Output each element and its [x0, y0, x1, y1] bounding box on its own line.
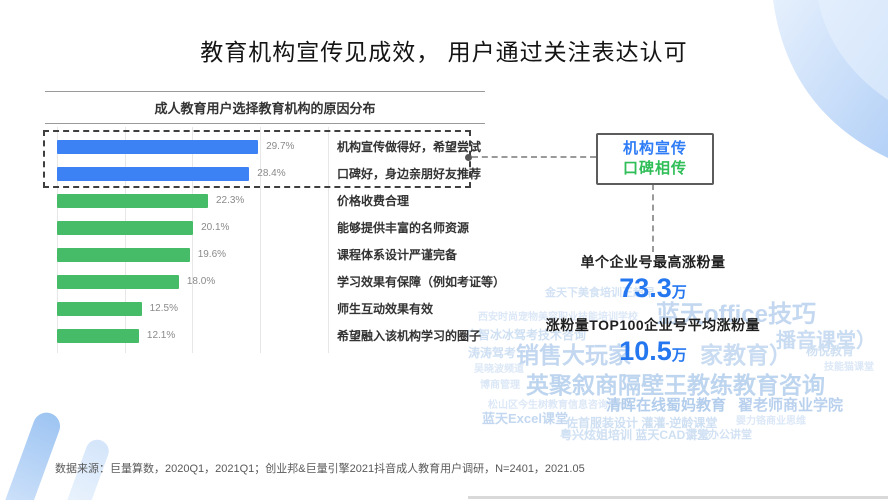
watermark-text: 翟老师商业学院: [738, 397, 844, 414]
bar: [57, 193, 208, 208]
gridline: [192, 127, 194, 353]
watermark-text: 蓝天Excel课堂: [482, 411, 568, 426]
chart-row: 18.0% 学习效果有保障（例如考证等）: [57, 268, 505, 295]
data-source-note: 数据来源：巨量算数，2020Q1，2021Q1；创业邦&巨量引擎2021抖音成人…: [55, 463, 585, 475]
connector-dot: [465, 154, 472, 161]
bottom-edge-line: [468, 496, 888, 499]
stat-number: 73.3: [619, 273, 672, 303]
bar-value-label: 19.6%: [197, 249, 227, 260]
watermark-text: 英聚叙商隔壁王教练教育咨询: [526, 372, 825, 398]
bar: [57, 166, 250, 181]
callout-line1: 机构宣传: [622, 139, 687, 157]
bar-category-label: 口碑好，身边亲朋好友推荐: [337, 167, 482, 181]
chart-row: 20.1% 能够提供丰富的名师资源: [57, 214, 477, 241]
watermark-text: 博商管理: [480, 380, 520, 391]
bar-category-label: 价格收费合理: [337, 194, 410, 208]
gridline: [57, 127, 58, 353]
bar-value-label: 12.5%: [149, 303, 178, 314]
bar: [57, 220, 194, 235]
highlight-box: [43, 130, 471, 188]
stat-unit: 万: [671, 347, 687, 365]
bar: [57, 274, 179, 289]
stat-value-avg: 10.5万: [473, 335, 833, 367]
watermark-text: 佐首服装设计 灌灌-逆龄课堂: [566, 416, 718, 430]
gridline: [260, 127, 262, 353]
bar-value-label: 28.4%: [257, 168, 286, 179]
callout-line2: 口碑相传: [622, 160, 687, 177]
bar-category-label: 机构宣传做得好，希望尝试: [337, 140, 482, 154]
gridline: [327, 127, 329, 353]
bar-category-label: 能够提供丰富的名师资源: [337, 221, 470, 235]
bar-category-label: 希望融入该机构学习的圈子: [337, 329, 482, 343]
stat-value-max: 73.3万: [473, 272, 833, 304]
corner-decoration-capsule-large: [0, 408, 64, 500]
watermark-text: 松山区今生树教育信息咨询中心: [488, 400, 628, 411]
bar-value-label: 12.1%: [146, 330, 176, 341]
stat-number: 10.5: [619, 336, 672, 367]
bar: [57, 301, 142, 316]
bar-value-label: 22.3%: [215, 195, 245, 206]
bar: [57, 328, 139, 343]
corner-decoration-top-right: [773, 0, 888, 158]
stat-label-avg: 涨粉量TOP100企业号平均涨粉量: [545, 317, 761, 334]
bar-value-label: 29.7%: [266, 141, 295, 152]
bar-value-label: 18.0%: [186, 276, 216, 287]
chart-row: 22.3% 价格收费合理: [57, 187, 477, 214]
bar-category-label: 师生互动效果有效: [337, 302, 434, 316]
bar: [57, 247, 190, 262]
chart-row: 29.7% 机构宣传做得好，希望尝试: [57, 133, 481, 160]
stats-block: 单个企业号最高涨粉量 73.3万 涨粉量TOP100企业号平均涨粉量 10.5万: [473, 252, 833, 368]
watermark-text: 清晖在线蜀妈教育: [606, 397, 727, 414]
gridline: [124, 127, 126, 353]
bar-value-label: 20.1%: [201, 222, 230, 233]
connector-line-vertical: [652, 184, 654, 252]
chart-title: 成人教育用户选择教育机构的原因分布: [45, 91, 485, 124]
watermark-text: 粤兴炫姐培训 蓝天CAD讲堂: [560, 428, 710, 442]
chart-body: 29.7% 机构宣传做得好，希望尝试 28.4% 口碑好，身边亲朋好友推荐 22.3% 价…: [57, 127, 505, 353]
bar-category-label: 学习效果有保障（例如考证等）: [337, 275, 506, 289]
bar-category-label: 课程体系设计严谨完备: [337, 248, 458, 262]
callout-box: 机构宣传 口碑相传: [596, 133, 714, 185]
chart-row: 19.6% 课程体系设计严谨完备: [57, 241, 477, 268]
chart-row: 12.1% 希望融入该机构学习的圈子: [57, 322, 481, 349]
stat-unit: 万: [671, 284, 687, 301]
page-title: 教育机构宣传见成效， 用户通过关注表达认可: [200, 39, 688, 65]
chart-row: 28.4% 口碑好，身边亲朋好友推荐: [57, 160, 481, 187]
bar: [57, 139, 259, 154]
chart-row: 12.5% 师生互动效果有效: [57, 295, 477, 322]
watermark-text: 蓝天办公讲堂: [686, 429, 752, 441]
watermark-text: 婴力铬商业思维: [736, 416, 806, 427]
stat-label-max: 单个企业号最高涨粉量: [580, 254, 726, 270]
connector-line-horizontal: [472, 156, 596, 158]
